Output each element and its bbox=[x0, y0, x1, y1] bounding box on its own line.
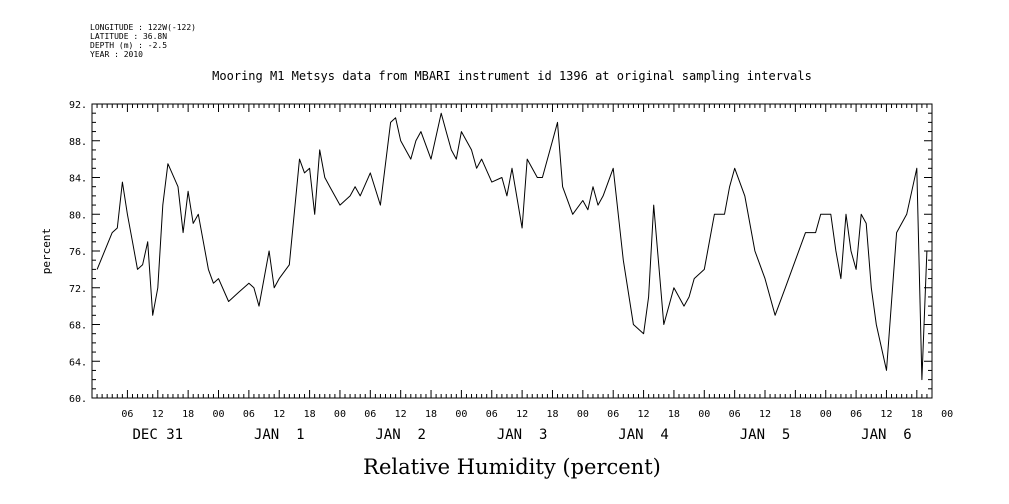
x-tick-label: 06 bbox=[121, 409, 133, 420]
day-label: JAN 2 bbox=[375, 427, 426, 443]
y-tick-label: 68. bbox=[69, 321, 87, 332]
y-tick-label: 92. bbox=[69, 100, 87, 111]
series-group bbox=[96, 112, 928, 381]
x-tick-label: 18 bbox=[668, 409, 680, 420]
y-axis-label: percent bbox=[40, 228, 53, 274]
x-tick-label: 06 bbox=[364, 409, 376, 420]
x-tick-label: 00 bbox=[212, 409, 224, 420]
longitude-text: LONGITUDE : 122W(-122) bbox=[90, 23, 196, 32]
x-tick-label: 12 bbox=[395, 409, 407, 420]
day-label: JAN 3 bbox=[497, 427, 548, 443]
x-tick-label: 18 bbox=[182, 409, 194, 420]
y-tick-label: 64. bbox=[69, 357, 87, 368]
x-tick-label: 06 bbox=[607, 409, 619, 420]
x-tick-label: 12 bbox=[759, 409, 771, 420]
day-label: JAN 6 bbox=[861, 427, 912, 443]
x-tick-label: 18 bbox=[911, 409, 923, 420]
x-tick-label: 06 bbox=[486, 409, 498, 420]
day-label: JAN 5 bbox=[740, 427, 791, 443]
x-tick-label: 12 bbox=[273, 409, 285, 420]
latitude-text: LATITUDE : 36.8N bbox=[90, 32, 167, 41]
humidity-series-line bbox=[96, 112, 928, 381]
x-axis: 06 12 18 00 06 12 18 00 06 12 18 00 06 12 18 00 06 12 18 00… bbox=[91, 104, 953, 443]
x-tick-label: 00 bbox=[577, 409, 589, 420]
depth-text: DEPTH (m) : -2.5 bbox=[90, 41, 167, 50]
y-tick-label: 88. bbox=[69, 137, 87, 148]
x-tick-label: 12 bbox=[638, 409, 650, 420]
y-axis: 60. 64. 68. 72. 76. 80. 84. 88. 92. bbox=[69, 100, 932, 405]
day-label: JAN 1 bbox=[254, 427, 305, 443]
year-text: YEAR : 2010 bbox=[90, 50, 143, 59]
x-tick-label: 18 bbox=[304, 409, 316, 420]
x-tick-label: 00 bbox=[455, 409, 467, 420]
y-tick-label: 76. bbox=[69, 247, 87, 258]
x-tick-label: 00 bbox=[820, 409, 832, 420]
x-tick-label: 06 bbox=[729, 409, 741, 420]
y-tick-label: 60. bbox=[69, 394, 87, 405]
y-tick-label: 84. bbox=[69, 174, 87, 185]
day-label: DEC 31 bbox=[132, 427, 183, 443]
x-axis-label: Relative Humidity (percent) bbox=[363, 455, 661, 479]
x-tick-label: 12 bbox=[880, 409, 892, 420]
x-tick-label: 00 bbox=[941, 409, 953, 420]
y-tick-label: 80. bbox=[69, 210, 87, 221]
x-tick-label: 06 bbox=[850, 409, 862, 420]
x-tick-label: 18 bbox=[425, 409, 437, 420]
x-tick-label: 12 bbox=[516, 409, 528, 420]
x-tick-label: 18 bbox=[546, 409, 558, 420]
x-tick-label: 00 bbox=[698, 409, 710, 420]
chart-title: Mooring M1 Metsys data from MBARI instru… bbox=[212, 69, 812, 83]
day-label: JAN 4 bbox=[618, 427, 669, 443]
x-tick-label: 18 bbox=[789, 409, 801, 420]
plot-frame bbox=[91, 103, 933, 399]
y-tick-label: 72. bbox=[69, 284, 87, 295]
x-tick-label: 12 bbox=[152, 409, 164, 420]
x-tick-label: 00 bbox=[334, 409, 346, 420]
x-tick-label: 06 bbox=[243, 409, 255, 420]
